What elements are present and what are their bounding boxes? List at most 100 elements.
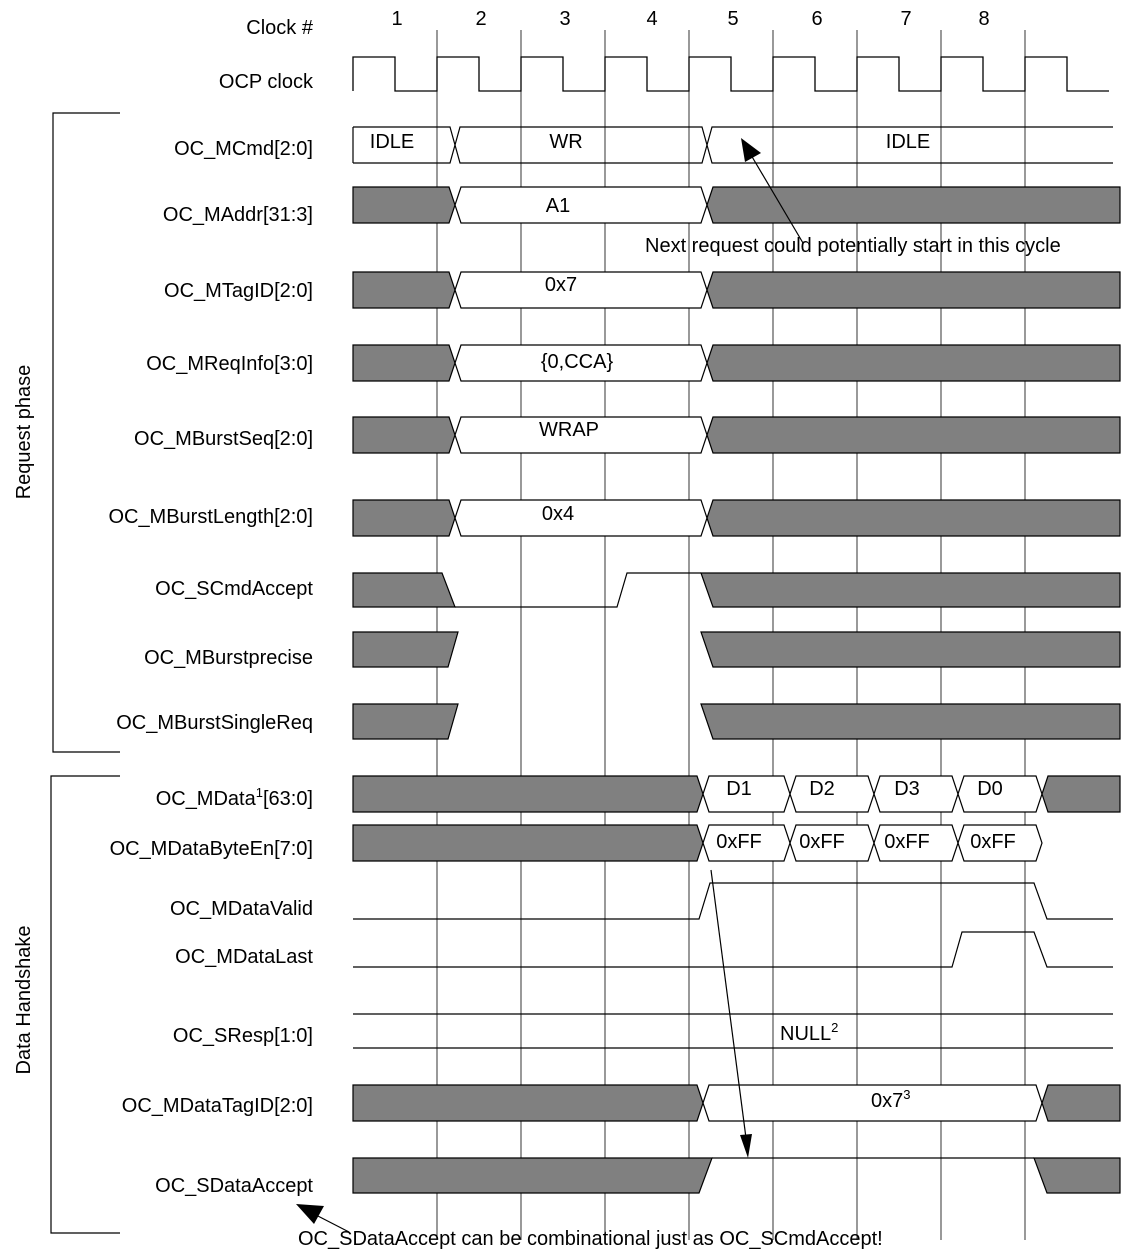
clock-numbers: 1 2 3 4 5 6 7 8 — [391, 8, 989, 30]
dont-care-region — [352, 775, 704, 813]
wave-mdatavalid — [353, 882, 1113, 920]
wave-scmdaccept — [352, 572, 1121, 608]
wave-sresp — [353, 1013, 1113, 1049]
dont-care-region — [706, 186, 1121, 224]
mdata-value-d3: D3 — [894, 778, 920, 800]
mdatabyteen-value-3: 0xFF — [884, 831, 930, 853]
mdatabyteen-value-1: 0xFF — [716, 831, 762, 853]
dont-care-region — [352, 1157, 713, 1194]
signal-values: IDLE WR IDLE A1 0x7 {0,CCA} WRAP 0x4 D1 … — [370, 131, 1016, 1112]
valid-region — [957, 824, 1043, 862]
sresp-value: NULL2 — [780, 1020, 838, 1045]
signal-name-maddr: OC_MAddr[31:3] — [163, 204, 313, 226]
signal-name-mdata: OC_MData1[63:0] — [156, 785, 313, 810]
clock-number-6: 6 — [811, 8, 822, 30]
signal-name-mreqinfo: OC_MReqInfo[3:0] — [146, 353, 313, 375]
wave-mburstlength — [352, 499, 1121, 537]
wave-maddr — [352, 186, 1121, 224]
mdatabyteen-value-4: 0xFF — [970, 831, 1016, 853]
wave-mburstseq — [352, 416, 1121, 454]
dont-care-region — [706, 344, 1121, 382]
signal-name-mtagid: OC_MTagID[2:0] — [164, 280, 313, 302]
mdata-value-d1: D1 — [726, 778, 752, 800]
dont-care-region — [352, 416, 456, 454]
signal-name-mdatabyteen: OC_MDataByteEn[7:0] — [110, 838, 313, 860]
signal-name-mburstlength: OC_MBurstLength[2:0] — [108, 506, 313, 528]
dont-care-region — [352, 271, 456, 309]
dont-care-region — [700, 703, 1121, 740]
maddr-value: A1 — [546, 195, 570, 217]
mcmd-value-idle-2: IDLE — [886, 131, 930, 153]
data-handshake-bracket — [50, 775, 120, 1234]
signal-name-mburstseq: OC_MBurstSeq[2:0] — [134, 428, 313, 450]
dont-care-region — [352, 499, 456, 537]
ocp-clock-label: OCP clock — [219, 71, 314, 93]
next-request-annotation: Next request could potentially start in … — [645, 235, 1061, 257]
mdata-value-d0: D0 — [977, 778, 1003, 800]
mburstseq-value: WRAP — [539, 419, 599, 441]
dont-care-region — [352, 631, 459, 668]
clock-number-2: 2 — [475, 8, 486, 30]
signal-name-mburstsinglereq: OC_MBurstSingleReq — [116, 712, 313, 734]
signal-name-mdatatagid: OC_MDataTagID[2:0] — [122, 1095, 313, 1117]
wave-mdatalast — [353, 931, 1113, 968]
clock-number-3: 3 — [559, 8, 570, 30]
clock-number-8: 8 — [978, 8, 989, 30]
mcmd-value-wr: WR — [549, 131, 582, 153]
dont-care-region — [352, 186, 456, 224]
mtagid-value: 0x7 — [545, 274, 577, 296]
mdatabyteen-value-2: 0xFF — [799, 831, 845, 853]
signal-name-sdataaccept: OC_SDataAccept — [155, 1175, 313, 1197]
signal-name-mdatavalid: OC_MDataValid — [170, 898, 313, 920]
wave-mtagid — [352, 271, 1121, 309]
sdataaccept-note-arrow — [296, 1204, 350, 1233]
data-handshake-label: Data Handshake — [13, 926, 35, 1075]
ocp-clock-waveform — [352, 56, 1109, 92]
waveforms — [352, 126, 1121, 1194]
dont-care-region — [706, 271, 1121, 309]
request-phase-bracket — [52, 112, 120, 753]
clock-number-header: Clock # — [246, 17, 314, 39]
request-phase-label: Request phase — [13, 365, 35, 500]
wave-mdatabyteen — [352, 824, 1043, 862]
dont-care-region — [700, 631, 1121, 668]
dont-care-region — [700, 572, 1121, 608]
wave-mreqinfo — [352, 344, 1121, 382]
mburstlength-value: 0x4 — [542, 503, 574, 525]
dont-care-region — [352, 344, 456, 382]
wave-mdata — [352, 775, 1121, 813]
dont-care-region — [352, 1084, 704, 1122]
dont-care-region — [1041, 1084, 1121, 1122]
wave-sdataaccept — [352, 1157, 1121, 1194]
dont-care-region — [1033, 1157, 1121, 1194]
clock-number-4: 4 — [646, 8, 657, 30]
signal-name-sresp: OC_SResp[1:0] — [173, 1025, 313, 1047]
dont-care-region — [352, 703, 459, 740]
signal-names: OC_MCmd[2:0] OC_MAddr[31:3] OC_MTagID[2:… — [108, 138, 313, 1197]
wave-mdatatagid — [352, 1084, 1121, 1122]
clock-number-1: 1 — [391, 8, 402, 30]
wave-mburstprecise — [352, 631, 1121, 668]
signal-name-mdatalast: OC_MDataLast — [175, 946, 313, 968]
valid-region — [454, 271, 708, 309]
mreqinfo-value: {0,CCA} — [541, 351, 614, 373]
dont-care-region — [352, 572, 456, 608]
dont-care-region — [1041, 775, 1121, 813]
valid-region — [454, 186, 708, 224]
mdatatagid-value: 0x73 — [871, 1087, 910, 1112]
valid-to-accept-arrow — [710, 869, 752, 1158]
sdataaccept-note: OC_SDataAccept can be combinational just… — [298, 1228, 883, 1250]
dont-care-region — [706, 416, 1121, 454]
dont-care-region — [352, 824, 704, 862]
clock-number-5: 5 — [727, 8, 738, 30]
wave-mcmd — [352, 126, 1113, 164]
signal-name-mcmd: OC_MCmd[2:0] — [174, 138, 313, 160]
next-request-arrow — [741, 138, 804, 244]
signal-name-mburstprecise: OC_MBurstprecise — [144, 647, 313, 669]
mdata-value-d2: D2 — [809, 778, 835, 800]
valid-region — [454, 499, 708, 537]
wave-mburstsinglereq — [352, 703, 1121, 740]
mcmd-value-idle-1: IDLE — [370, 131, 414, 153]
dont-care-region — [706, 499, 1121, 537]
